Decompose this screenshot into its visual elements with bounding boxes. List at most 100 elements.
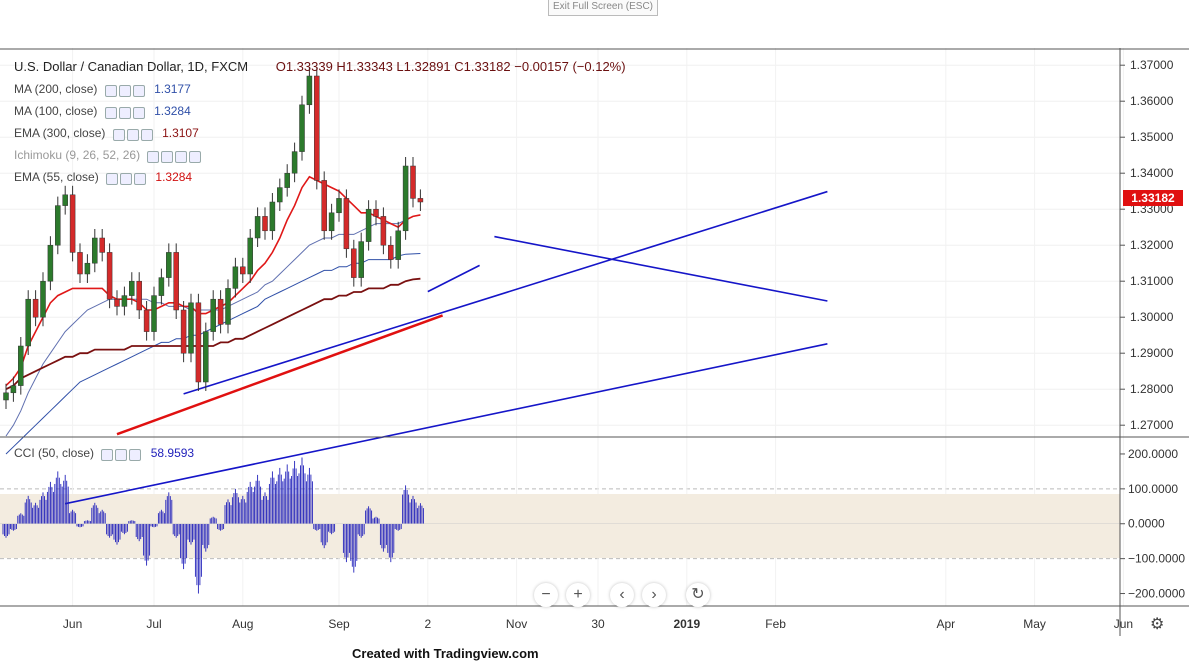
- reset-chart-button[interactable]: ↻: [686, 583, 710, 607]
- legend-tools[interactable]: [104, 105, 147, 119]
- candle-body: [121, 295, 128, 307]
- chart-canvas[interactable]: 1.370001.360001.350001.340001.330001.320…: [0, 48, 1189, 636]
- legend-tools[interactable]: [147, 149, 203, 163]
- top-bar: Exit Full Screen (ESC): [0, 0, 1189, 50]
- symbol-label[interactable]: U.S. Dollar / Canadian Dollar, 1D, FXCM: [14, 59, 249, 74]
- legend-tools[interactable]: [106, 171, 148, 185]
- candle-body: [328, 212, 335, 232]
- candle-body: [158, 277, 165, 296]
- legend-value: 1.3177: [154, 82, 191, 96]
- candle-body: [92, 237, 98, 264]
- candle-body: [225, 288, 231, 325]
- candle-body: [173, 252, 179, 311]
- cci-tick-label: −200.0000: [1128, 587, 1185, 601]
- candle-body: [365, 208, 372, 242]
- last-price-tag: 1.33182: [1123, 190, 1183, 206]
- credit-text: Created with Tradingview.com: [352, 646, 539, 661]
- candles: [3, 67, 424, 409]
- time-tick-label: May: [1023, 617, 1046, 631]
- candle-body: [69, 194, 76, 253]
- legend-ema55[interactable]: EMA (55, close) 1.3284: [14, 170, 192, 185]
- candle-body: [84, 262, 91, 275]
- time-tick-label: Apr: [936, 617, 955, 631]
- candle-body: [47, 244, 54, 282]
- candle-body: [203, 331, 209, 383]
- legend-label: EMA (300, close): [14, 126, 106, 140]
- price-tick-label: 1.30000: [1130, 310, 1174, 324]
- candle-body: [18, 345, 24, 386]
- legend-label: MA (100, close): [14, 104, 98, 118]
- ema300-line: [5, 277, 421, 391]
- legend-label: CCI (50, close): [14, 446, 95, 460]
- scroll-right-button[interactable]: ›: [642, 583, 666, 607]
- chart-title[interactable]: U.S. Dollar / Canadian Dollar, 1D, FXCM …: [14, 59, 626, 74]
- candle-body: [314, 75, 320, 181]
- candle-body: [402, 165, 409, 232]
- footer: [0, 636, 1189, 668]
- trendline: [427, 264, 480, 293]
- candle-body: [62, 194, 68, 206]
- price-tick-label: 1.29000: [1130, 346, 1174, 360]
- trendline: [65, 343, 828, 505]
- price-tick-label: 1.36000: [1130, 94, 1174, 108]
- cci-band: [0, 494, 1120, 558]
- time-tick-label: Feb: [765, 617, 786, 631]
- trendline: [494, 235, 828, 302]
- price-tick-label: 1.34000: [1130, 166, 1174, 180]
- zoom-out-button[interactable]: −: [534, 583, 558, 607]
- candle-body: [99, 237, 105, 253]
- time-tick-label: 30: [591, 617, 605, 631]
- price-tick-label: 1.27000: [1130, 418, 1174, 432]
- candle-body: [351, 248, 357, 278]
- candle-body: [232, 266, 239, 289]
- candle-body: [106, 252, 113, 300]
- legend-tools[interactable]: [101, 447, 143, 461]
- candle-body: [55, 205, 61, 246]
- candle-body: [32, 298, 39, 318]
- time-tick-label: Jun: [63, 617, 82, 631]
- candle-body: [299, 104, 305, 152]
- cci-tick-label: 100.0000: [1128, 482, 1178, 496]
- time-axis-labels: Jun Jul Aug Sep 2 Nov 30 2019 Feb Apr May Jun: [63, 617, 1133, 631]
- zoom-in-button[interactable]: +: [566, 583, 590, 607]
- candle-body: [40, 280, 46, 318]
- legend-tools[interactable]: [112, 127, 155, 141]
- candle-body: [240, 266, 246, 275]
- settings-gear-icon[interactable]: ⚙: [1150, 616, 1165, 633]
- exit-fullscreen-button[interactable]: Exit Full Screen (ESC): [548, 0, 658, 16]
- candle-body: [188, 302, 194, 354]
- candle-body: [217, 298, 224, 325]
- time-tick-label: Jul: [146, 617, 161, 631]
- ohlc-readout: O1.33339 H1.33343 L1.32891 C1.33182 −0.0…: [275, 59, 626, 74]
- candle-body: [180, 309, 187, 354]
- candle-body: [114, 298, 120, 307]
- ma200-line: [5, 252, 421, 455]
- legend-value: 58.9593: [150, 446, 195, 460]
- legend-tools[interactable]: [104, 83, 147, 97]
- candle-body: [129, 280, 135, 296]
- cci-bars: [0, 457, 1120, 594]
- candle-body: [262, 216, 268, 232]
- time-tick-label: Sep: [328, 617, 350, 631]
- candle-body: [373, 208, 379, 217]
- candle-body: [388, 244, 394, 260]
- price-tick-label: 1.28000: [1130, 382, 1174, 396]
- candle-body: [10, 385, 17, 394]
- cci-tick-label: −100.0000: [1128, 552, 1185, 566]
- legend-ichimoku[interactable]: Ichimoku (9, 26, 52, 26): [14, 148, 203, 163]
- scroll-left-button[interactable]: ‹: [610, 583, 634, 607]
- candle-body: [247, 237, 253, 275]
- time-tick-label: Aug: [232, 617, 253, 631]
- legend-ma200[interactable]: MA (200, close) 1.3177: [14, 82, 191, 97]
- legend-ma100[interactable]: MA (100, close) 1.3284: [14, 104, 191, 119]
- candle-body: [284, 172, 290, 188]
- legend-ema300[interactable]: EMA (300, close) 1.3107: [14, 126, 199, 141]
- trendline: [116, 314, 444, 436]
- legend-cci[interactable]: CCI (50, close) 58.9593: [14, 446, 194, 461]
- trendline: [183, 190, 828, 395]
- price-tick-label: 1.32000: [1130, 238, 1174, 252]
- candle-body: [417, 198, 424, 203]
- candle-body: [395, 230, 401, 260]
- legend-value: 1.3284: [154, 104, 191, 118]
- candle-body: [195, 302, 202, 383]
